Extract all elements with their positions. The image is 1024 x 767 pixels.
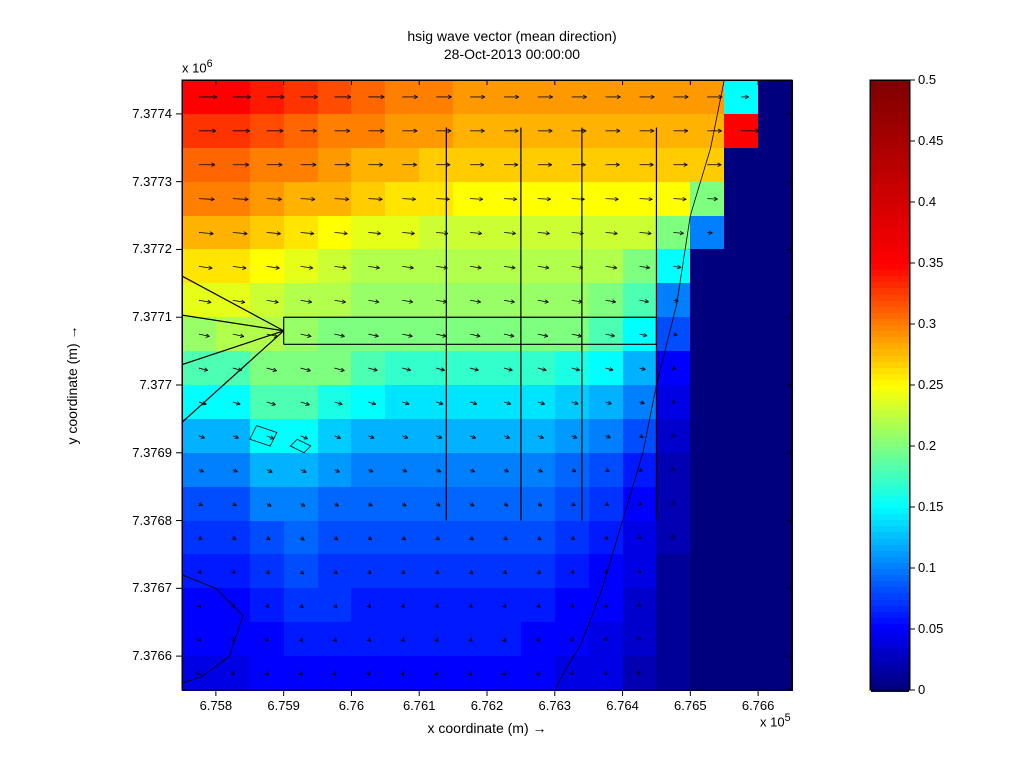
y-tick-label: 7.3769 [132,445,172,460]
y-tick-label: 7.3774 [132,106,172,121]
vector-arrow [538,199,551,200]
colorbar-tick-label: 0.3 [918,316,936,331]
x-tick-label: 6.761 [403,698,436,713]
vector-arrow [673,199,686,200]
x-tick-label: 6.764 [606,698,639,713]
vector-arrow [470,199,483,200]
vector-arrow [640,199,653,200]
vector-arrow [199,199,214,200]
colorbar-tick-label: 0.05 [918,621,943,636]
vector-arrow [233,199,248,200]
y-tick-label: 7.3766 [132,648,172,663]
y-tick-label: 7.3772 [132,241,172,256]
coastline-east [555,80,724,690]
colorbar-tick-label: 0.4 [918,194,936,209]
x-tick-label: 6.762 [471,698,504,713]
vector-arrow [606,199,619,200]
chart-container: hsig wave vector (mean direction) 28-Oct… [0,0,1024,767]
colorbar-tick-label: 0.5 [918,72,936,87]
x-tick-label: 6.759 [267,698,300,713]
x-tick-label: 6.76 [339,698,364,713]
vector-arrow [368,199,382,200]
vector-arrow [402,199,415,200]
vector-arrow [504,199,517,200]
colorbar-tick-label: 0.1 [918,560,936,575]
x-tick-label: 6.763 [538,698,571,713]
coastline-island [250,426,277,446]
vector-arrow [267,199,282,200]
colorbar-tick-label: 0 [918,682,925,697]
vector-arrow [572,199,585,200]
vector-arrow [436,199,449,200]
y-tick-label: 7.3771 [132,309,172,324]
x-tick-label: 6.765 [674,698,707,713]
y-tick-label: 7.3773 [132,174,172,189]
colorbar-tick-label: 0.45 [918,133,943,148]
y-tick-label: 7.377 [139,377,172,392]
vector-arrow [301,199,315,200]
y-tick-label: 7.3768 [132,513,172,528]
coastline-sw [182,575,243,683]
colorbar-tick-label: 0.2 [918,438,936,453]
vector-arrow [335,199,349,200]
colorbar-tick-label: 0.15 [918,499,943,514]
colorbar-tick-label: 0.35 [918,255,943,270]
y-tick-label: 7.3767 [132,580,172,595]
coastline-island [290,439,310,453]
colorbar-tick-label: 0.25 [918,377,943,392]
x-tick-label: 6.766 [742,698,775,713]
x-tick-label: 6.758 [200,698,233,713]
